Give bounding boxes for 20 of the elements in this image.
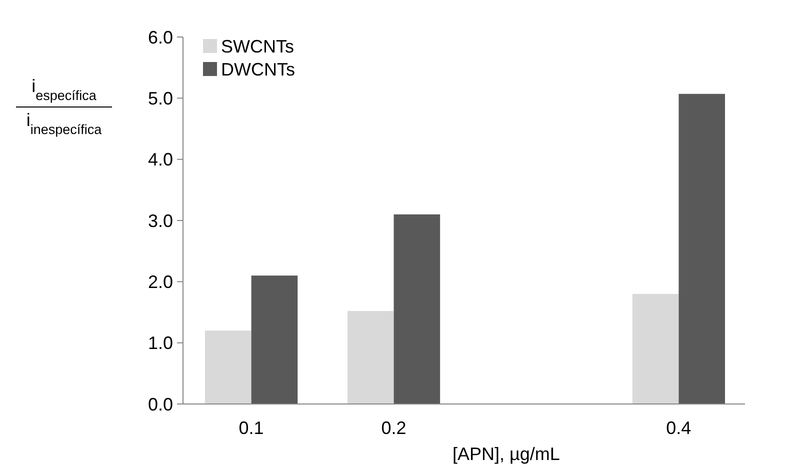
y-tick-label: 2.0 bbox=[148, 272, 173, 292]
bar bbox=[205, 330, 252, 404]
legend-label: SWCNTs bbox=[221, 36, 294, 56]
y-tick-label: 3.0 bbox=[148, 210, 173, 231]
y-axis-title: i$_{específica}$ i$_{inespecífica}$ bbox=[26, 76, 102, 136]
x-tick-label: 0.2 bbox=[381, 418, 406, 438]
y-tick-label: 4.0 bbox=[148, 150, 173, 170]
x-tick-label: 0.4 bbox=[666, 418, 692, 438]
y-tick-label: 0.0 bbox=[148, 394, 173, 414]
x-axis-title: [APN], µg/mL bbox=[452, 444, 560, 464]
legend-label: DWCNTs bbox=[221, 59, 295, 80]
bar bbox=[347, 311, 394, 404]
bar bbox=[678, 94, 725, 404]
bar bbox=[251, 276, 298, 404]
bar bbox=[394, 214, 440, 404]
y-tick-label: 1.0 bbox=[148, 333, 173, 354]
y-tick-label: 5.0 bbox=[148, 88, 173, 108]
bar bbox=[632, 294, 679, 404]
x-tick-label: 0.1 bbox=[238, 418, 264, 438]
y-tick-label: 6.0 bbox=[148, 27, 173, 48]
